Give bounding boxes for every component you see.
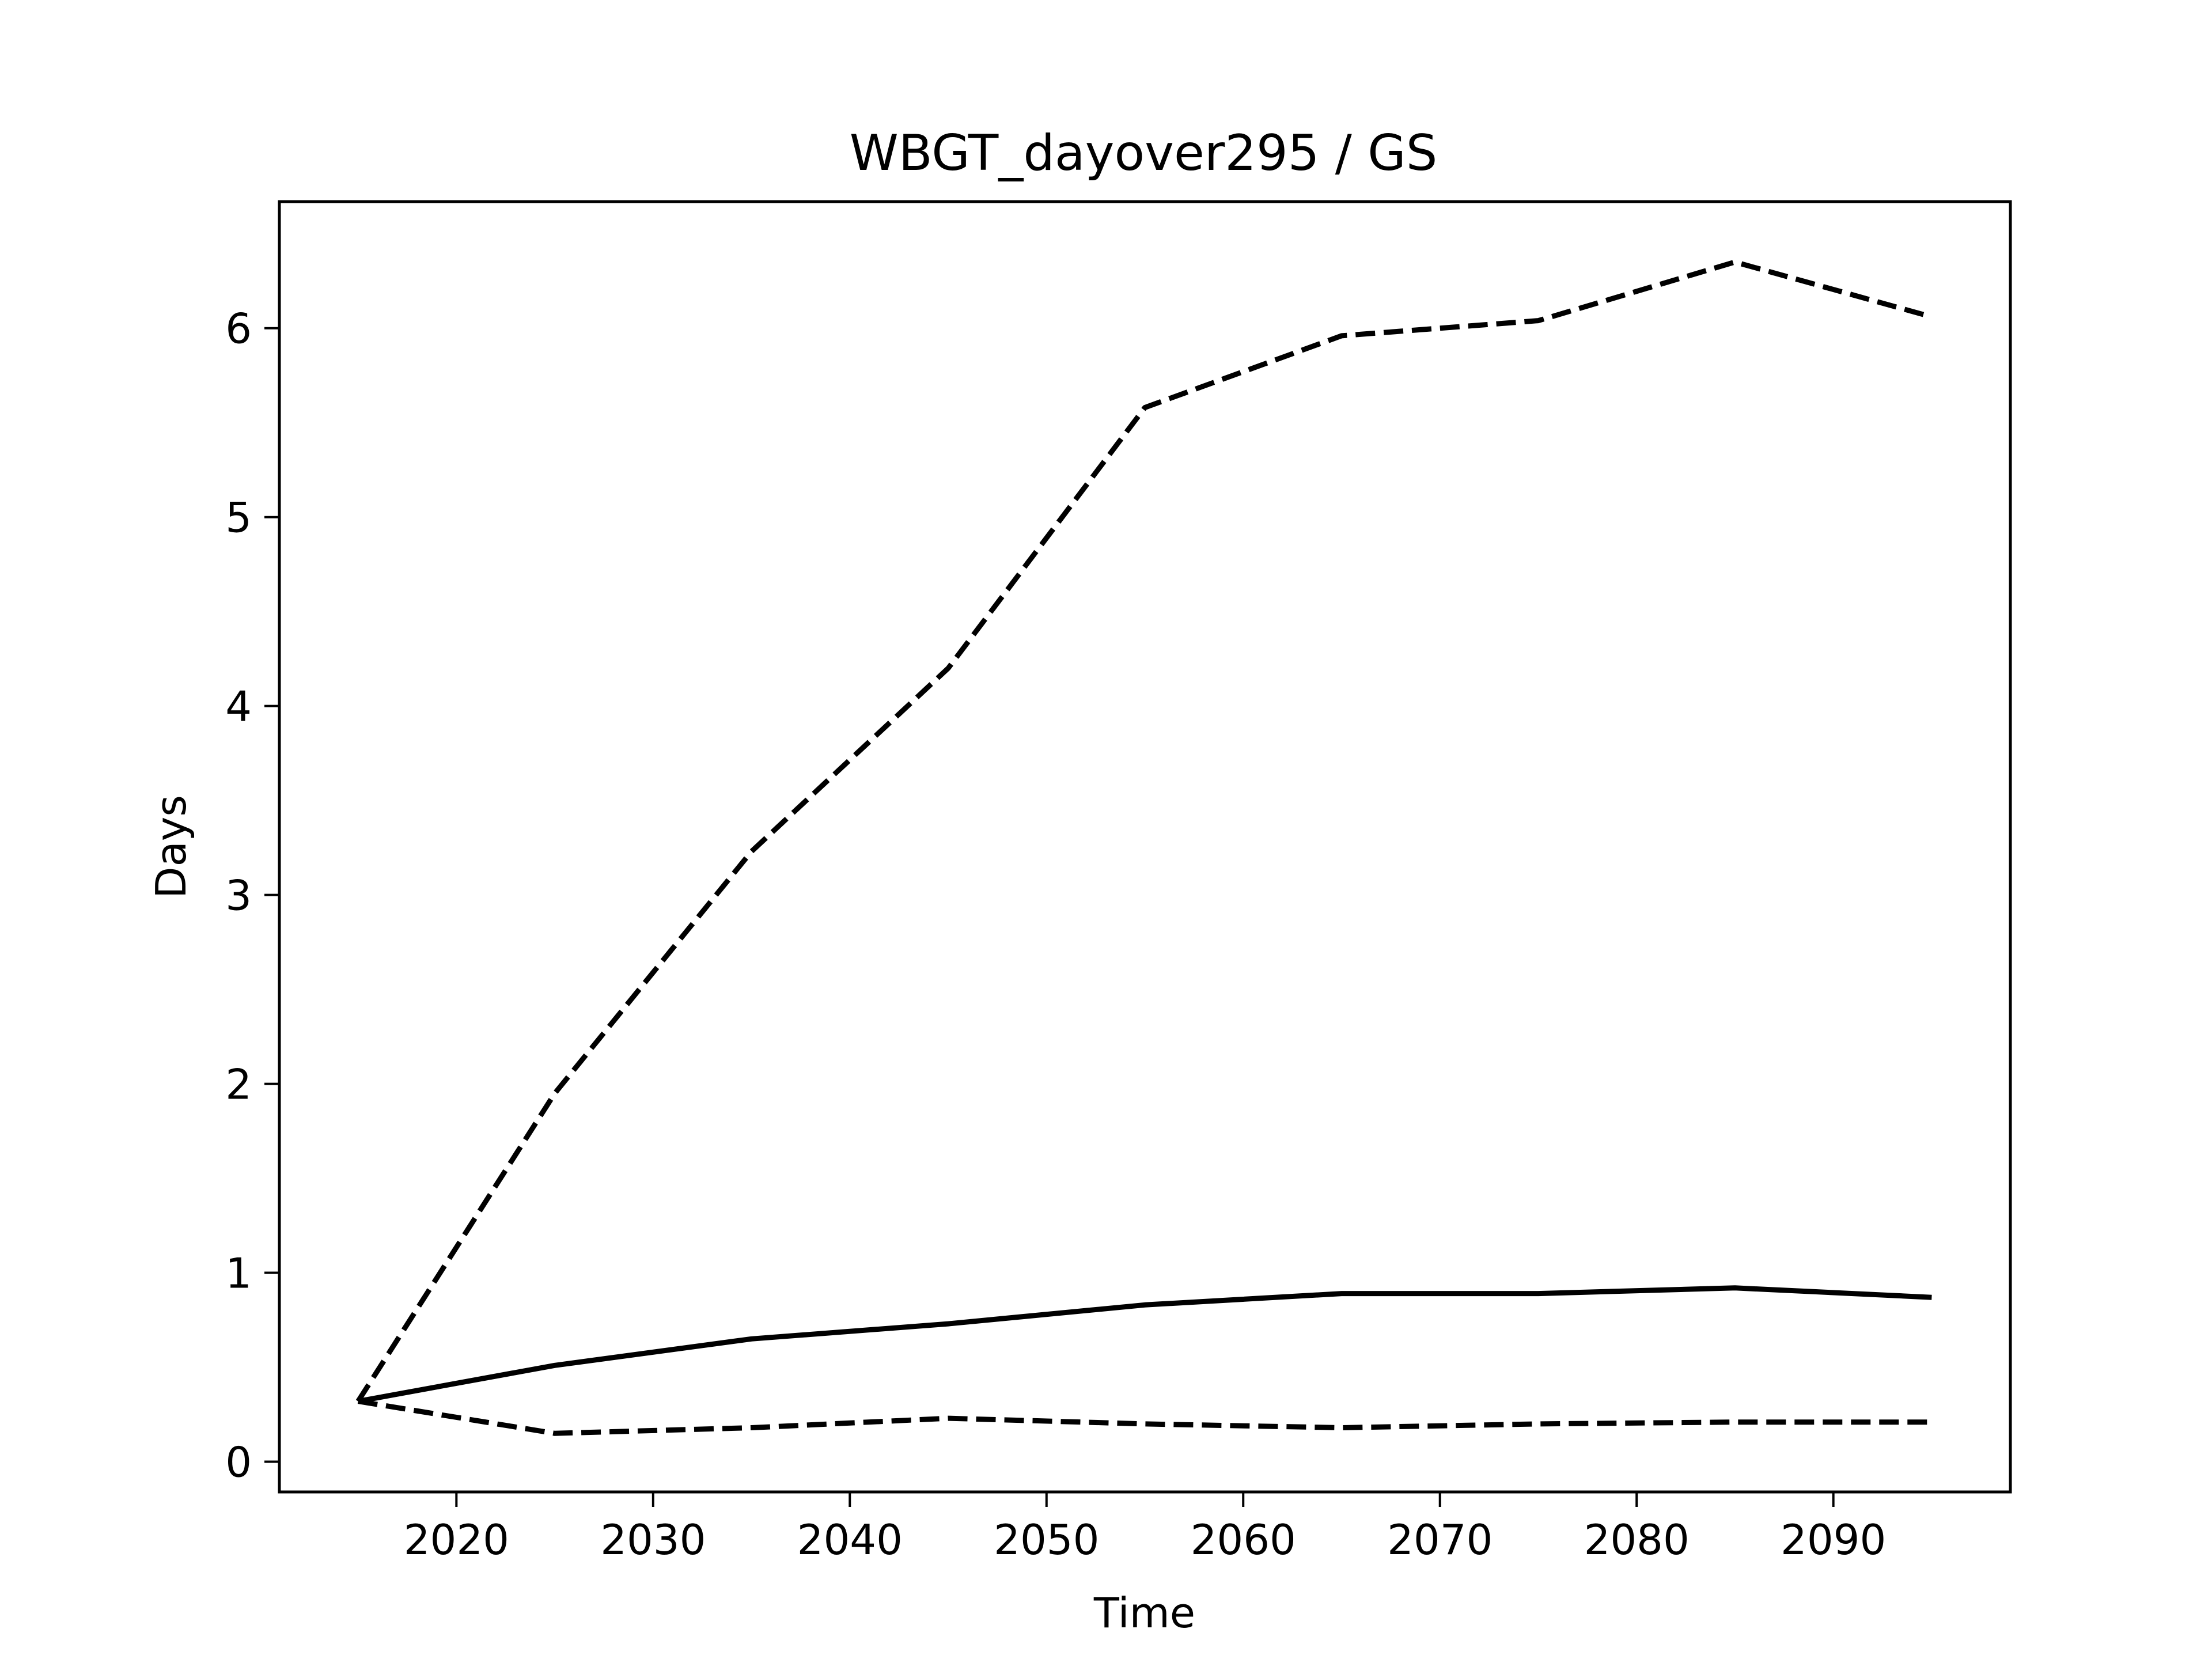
series-line-2 xyxy=(357,1285,1932,1404)
series-line-1 xyxy=(355,259,1933,1403)
y-axis: 0 1 2 3 4 5 6 xyxy=(225,305,279,1487)
y-tick-label: 1 xyxy=(225,1249,252,1298)
x-tick-label: 2080 xyxy=(1584,1516,1690,1564)
y-tick-label: 5 xyxy=(225,494,252,542)
x-tick-label: 2090 xyxy=(1781,1516,1886,1564)
x-tick-label: 2030 xyxy=(600,1516,706,1564)
x-tick-label: 2060 xyxy=(1191,1516,1296,1564)
series-layer xyxy=(355,259,1933,1436)
series-line-3 xyxy=(357,1399,1932,1436)
x-axis-title: Time xyxy=(1093,1589,1195,1637)
x-tick-label: 2050 xyxy=(994,1516,1099,1564)
x-tick-label: 2020 xyxy=(404,1516,509,1564)
x-tick-label: 2070 xyxy=(1387,1516,1493,1564)
x-axis: 2020 2030 2040 2050 2060 2070 2080 2090 xyxy=(404,1492,1886,1564)
plot-area-frame xyxy=(278,200,2012,1494)
y-axis-title: Days xyxy=(147,795,195,899)
y-tick-label: 4 xyxy=(225,683,252,731)
y-tick-label: 2 xyxy=(225,1060,252,1109)
x-tick-label: 2040 xyxy=(797,1516,903,1564)
y-tick-label: 3 xyxy=(225,872,252,920)
y-tick-label: 0 xyxy=(225,1438,252,1487)
chart-title: WBGT_dayover295 / GS xyxy=(850,124,1438,182)
y-tick-label: 6 xyxy=(225,305,252,353)
